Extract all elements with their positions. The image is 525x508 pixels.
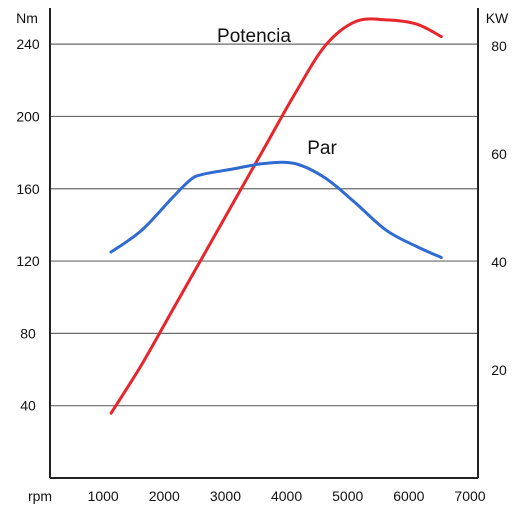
x-tick-label-5000: 5000 (332, 488, 363, 504)
left-tick-label-240: 240 (16, 36, 40, 52)
left-tick-label-80: 80 (20, 325, 36, 341)
right-tick-label-20: 20 (491, 362, 507, 378)
left-tick-label-200: 200 (16, 108, 40, 124)
left-tick-label-40: 40 (20, 398, 36, 414)
x-tick-label-6000: 6000 (393, 488, 424, 504)
x-tick-label-1000: 1000 (88, 488, 119, 504)
series-label-potencia: Potencia (217, 26, 291, 47)
x-axis-ticks: 1000 2000 3000 4000 5000 6000 7000 (88, 488, 486, 504)
left-tick-label-120: 120 (16, 253, 40, 269)
right-axis-unit: KW (486, 10, 509, 26)
right-tick-label-60: 60 (491, 146, 507, 162)
plot-frame (49, 8, 479, 479)
x-tick-label-4000: 4000 (271, 488, 302, 504)
x-axis-unit: rpm (28, 488, 52, 504)
series-lines (109, 17, 443, 415)
series-line-par (109, 160, 443, 259)
left-axis-ticks: 40 80 120 160 200 240 (16, 36, 40, 414)
right-tick-label-80: 80 (491, 38, 507, 54)
right-axis-ticks: 20 40 60 80 (491, 38, 507, 378)
x-tick-label-3000: 3000 (210, 488, 241, 504)
series-line-potencia (109, 17, 443, 415)
gridlines (50, 43, 478, 407)
x-tick-label-7000: 7000 (454, 488, 485, 504)
right-tick-label-40: 40 (491, 254, 507, 270)
x-tick-label-2000: 2000 (149, 488, 180, 504)
series-label-par: Par (307, 138, 337, 159)
left-axis-unit: Nm (16, 10, 38, 26)
left-tick-label-160: 160 (16, 181, 40, 197)
